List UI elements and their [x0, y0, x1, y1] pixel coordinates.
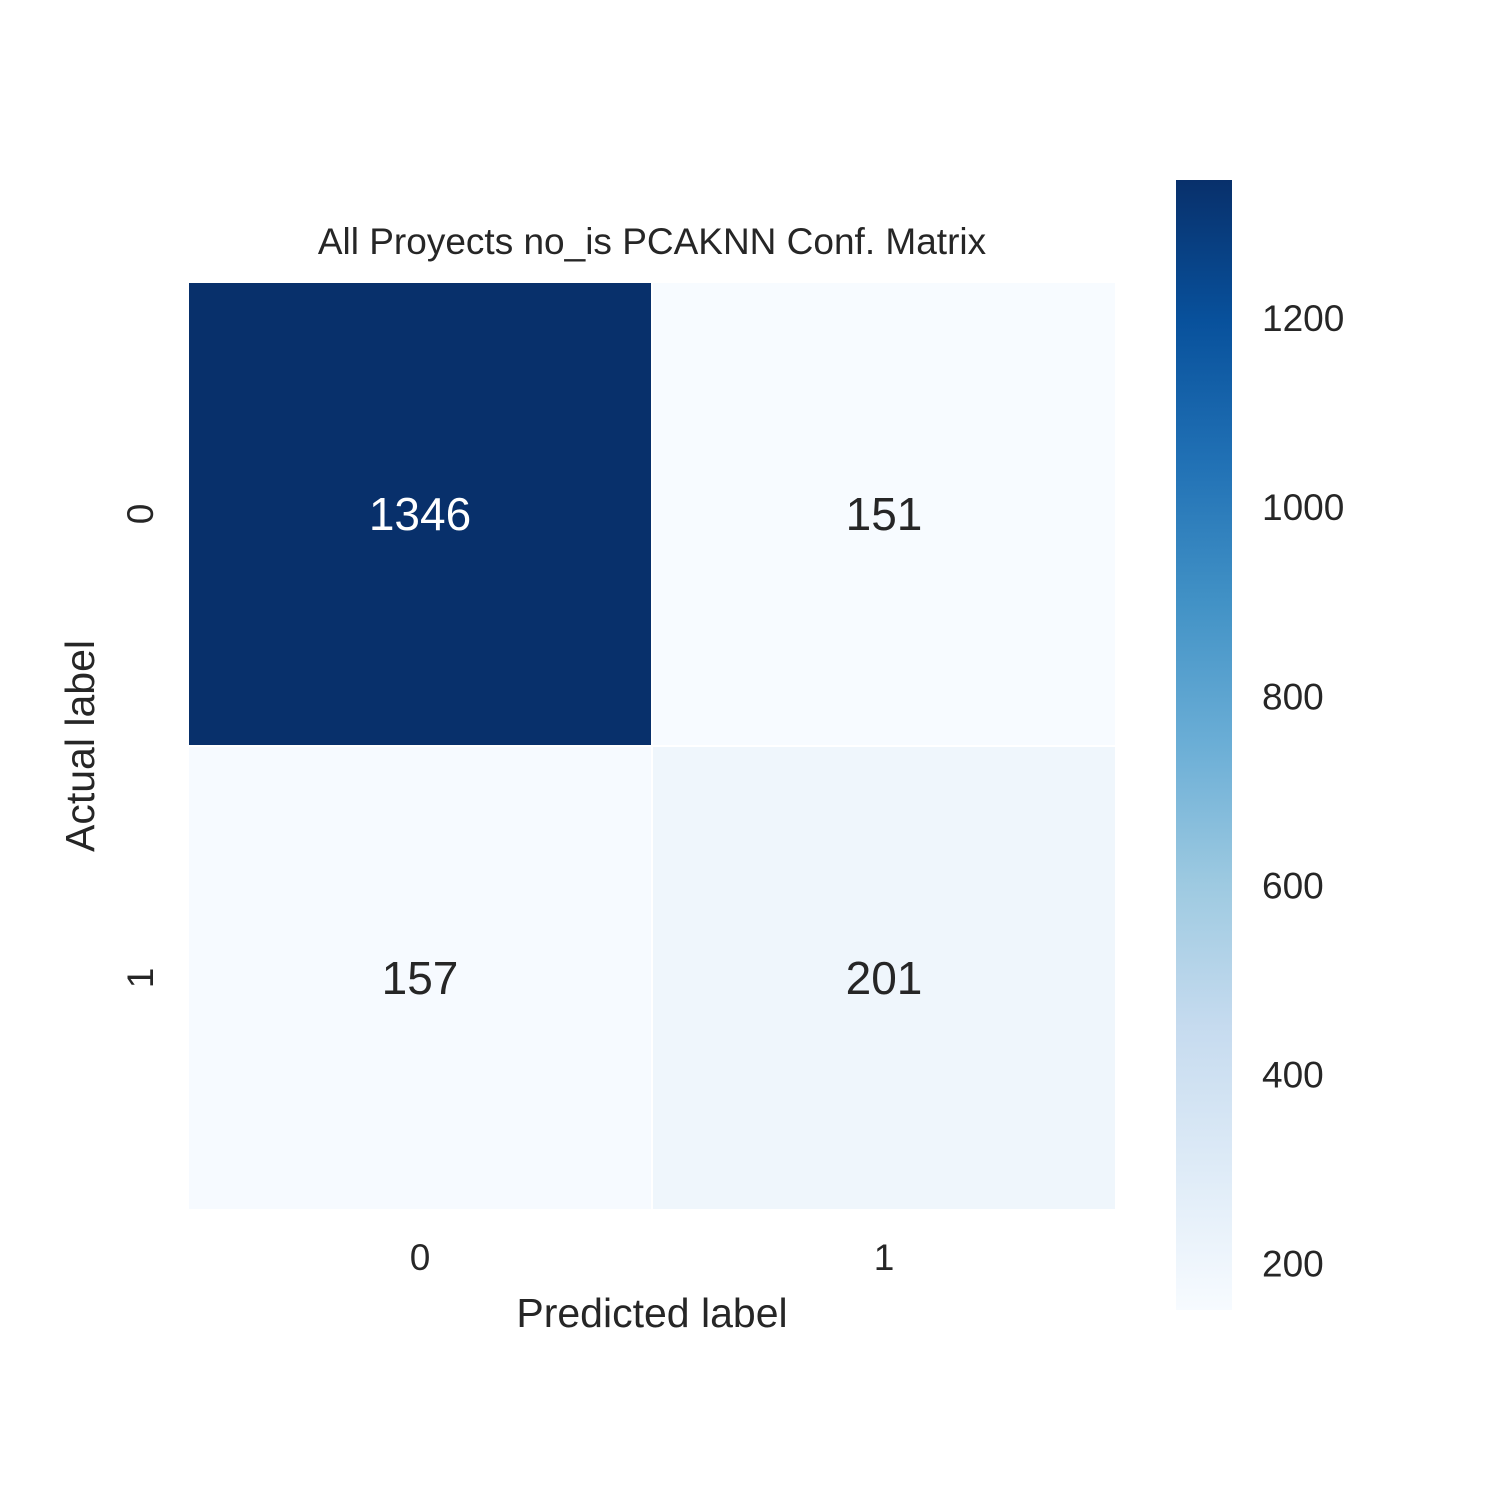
heatmap-cell-r0-c0: [187, 281, 653, 747]
heatmap-cell-labels: 1346 151 157 201: [369, 488, 923, 1004]
heatmap-cells: [187, 281, 1117, 1211]
heatmap-cell-r1-c1: [651, 745, 1117, 1211]
colorbar-tick-label-4: 1000: [1262, 487, 1344, 528]
colorbar-tick-label-1: 400: [1262, 1055, 1324, 1096]
colorbar-tick-label-3: 800: [1262, 676, 1324, 717]
x-tick-label-1: 1: [874, 1237, 895, 1278]
y-axis-tick-labels: 01: [120, 504, 161, 989]
chart-title: All Proyects no_is PCAKNN Conf. Matrix: [318, 221, 987, 262]
cell-value-r1-c1: 201: [846, 952, 923, 1004]
colorbar-tick-label-5: 1200: [1262, 298, 1344, 339]
colorbar-tick-label-0: 200: [1262, 1244, 1324, 1285]
y-axis-label: Actual label: [57, 640, 103, 852]
cell-value-r0-c1: 151: [846, 488, 923, 540]
x-axis-label: Predicted label: [516, 1290, 787, 1336]
colorbar: [1176, 180, 1232, 1310]
colorbar-tick-label-2: 600: [1262, 865, 1324, 906]
y-tick-label-0: 0: [120, 504, 161, 525]
heatmap-cell-r1-c0: [187, 745, 653, 1211]
heatmap-cell-r0-c1: [651, 281, 1117, 747]
cell-value-r1-c0: 157: [382, 952, 459, 1004]
cell-value-r0-c0: 1346: [369, 488, 471, 540]
y-tick-label-1: 1: [120, 968, 161, 989]
colorbar-tick-labels: 200 400 600 800 1000 1200: [1262, 298, 1344, 1285]
x-tick-label-0: 0: [410, 1237, 431, 1278]
